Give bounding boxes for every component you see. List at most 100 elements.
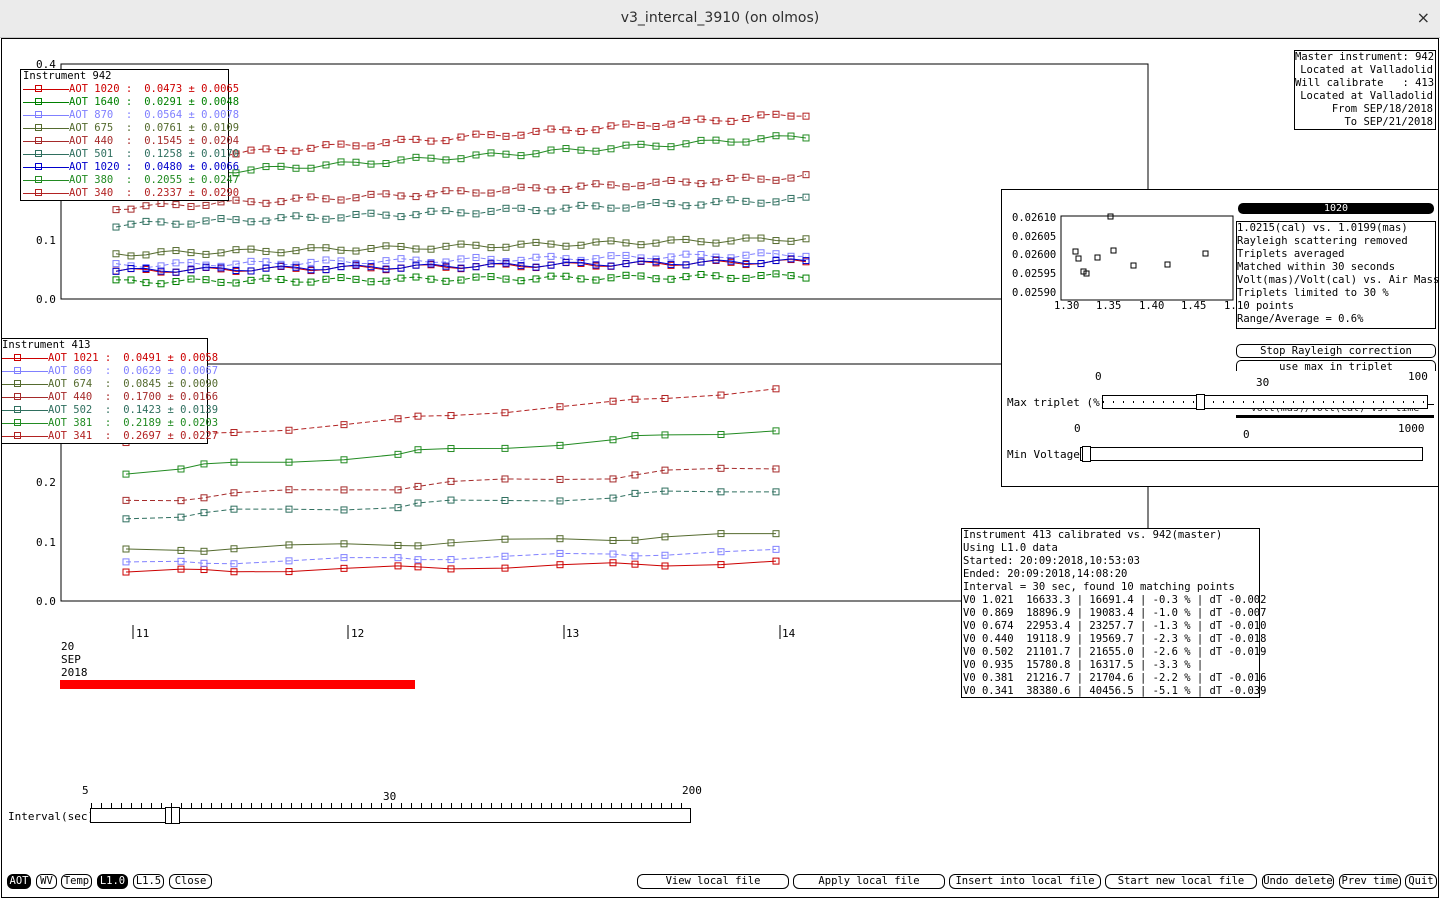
temp-button[interactable]: Temp [61, 874, 92, 889]
series-marker [502, 259, 510, 267]
series-marker [697, 180, 705, 188]
legend-marker-icon [2, 352, 48, 364]
legend-marker-icon [23, 174, 69, 186]
interval-slider[interactable] [90, 803, 691, 824]
band-header[interactable]: 1020 [1238, 203, 1434, 214]
scatter-y-tick: 0.02600 [1012, 249, 1056, 261]
close-button[interactable]: Close [169, 874, 212, 889]
legend-instrument-413: Instrument 413 AOT 1021 : 0.0491 ± 0.0058… [1, 338, 218, 444]
series-marker [442, 242, 450, 250]
series-marker [322, 195, 330, 203]
series-marker [607, 204, 615, 212]
series-line [125, 560, 777, 573]
series-marker [322, 244, 330, 252]
start-new-local-file-button[interactable]: Start new local file [1105, 874, 1257, 889]
series-marker [562, 258, 570, 266]
apply-local-file-button[interactable]: Apply local file [793, 874, 945, 889]
series-marker [556, 497, 564, 505]
series-marker [447, 539, 455, 547]
series-marker [172, 259, 180, 267]
l10-button[interactable]: L1.0 [97, 874, 128, 889]
close-window-icon[interactable]: × [1416, 8, 1430, 27]
series-marker [202, 201, 210, 209]
series-marker [661, 466, 669, 474]
prev-time-button[interactable]: Prev time [1339, 874, 1401, 889]
series-marker [397, 274, 405, 282]
undo-delete-button[interactable]: Undo delete [1262, 874, 1334, 889]
scatter-y-tick: 0.02605 [1012, 231, 1056, 243]
series-marker [247, 257, 255, 265]
max-triplet-min: 0 [1095, 370, 1102, 383]
x-tick-12: 12 [351, 627, 364, 640]
series-marker [472, 130, 480, 138]
stop-rayleigh-button[interactable]: Stop Rayleigh correction [1236, 344, 1436, 358]
series-marker [787, 255, 795, 263]
max-triplet-thumb[interactable] [1196, 394, 1205, 410]
series-marker [712, 198, 720, 206]
series-marker [412, 273, 420, 281]
series-marker [427, 154, 435, 162]
series-marker [772, 427, 780, 435]
series-marker [367, 190, 375, 198]
series-marker [772, 132, 780, 140]
series-marker [397, 255, 405, 263]
series-marker [697, 201, 705, 209]
series-marker [501, 409, 509, 417]
series-marker [427, 207, 435, 215]
insert-local-file-button[interactable]: Insert into local file [949, 874, 1101, 889]
legend-label: AOT 869 : [48, 365, 112, 377]
series-marker [772, 488, 780, 496]
legend-value: 0.0491 ± 0.0058 [123, 352, 219, 364]
scatter-info-box: 1.0215(cal) vs. 1.0199(mas) Rayleigh sca… [1236, 221, 1439, 329]
series-marker [802, 235, 810, 243]
series-marker [697, 258, 705, 266]
series-line [115, 237, 807, 257]
series-marker [397, 192, 405, 200]
series-marker [292, 278, 300, 286]
series-marker [142, 279, 150, 287]
series-marker [322, 256, 330, 264]
master-info-line: Located at Valladolid [1300, 90, 1433, 102]
legend-marker-icon [23, 83, 69, 95]
series-marker [442, 207, 450, 215]
series-marker [292, 147, 300, 155]
series-marker [517, 131, 525, 139]
aot-button[interactable]: AOT [7, 874, 31, 889]
series-marker [112, 267, 120, 275]
use-max-triplet-button[interactable]: use max in triplet [1236, 360, 1436, 371]
series-marker [230, 560, 238, 568]
series-marker [127, 264, 135, 272]
series-marker [667, 200, 675, 208]
calib-info-line: V0 0.341 38380.6 | 40456.5 | -5.1 % | dT… [963, 685, 1267, 697]
legend-label: AOT 440 : [69, 135, 133, 147]
min-voltage-slider[interactable] [1080, 446, 1423, 462]
view-local-file-button[interactable]: View local file [637, 874, 789, 889]
series-marker [652, 258, 660, 266]
series-marker [414, 563, 422, 571]
min-voltage-thumb[interactable] [1082, 446, 1091, 462]
series-marker [442, 156, 450, 164]
series-marker [661, 431, 669, 439]
series-marker [307, 266, 315, 274]
quit-button[interactable]: Quit [1405, 874, 1437, 889]
series-marker [742, 251, 750, 259]
series-marker [667, 120, 675, 128]
time-range-bar[interactable] [60, 680, 415, 689]
series-marker [322, 161, 330, 169]
l15-button[interactable]: L1.5 [133, 874, 164, 889]
series-marker [337, 263, 345, 271]
series-marker [412, 245, 420, 253]
max-triplet-slider[interactable] [1102, 394, 1428, 410]
series-marker [502, 204, 510, 212]
scatter-x-tick: 1.30 [1054, 300, 1079, 312]
series-marker [609, 536, 617, 544]
series-marker [501, 475, 509, 483]
series-marker [472, 273, 480, 281]
interval-thumb[interactable] [165, 807, 180, 824]
series-marker [285, 557, 293, 565]
wv-button[interactable]: WV [36, 874, 57, 889]
master-info-line: Master instrument: 942 [1295, 51, 1435, 63]
series-marker [127, 220, 135, 228]
series-marker [787, 237, 795, 245]
legend-label: AOT 502 : [48, 404, 112, 416]
